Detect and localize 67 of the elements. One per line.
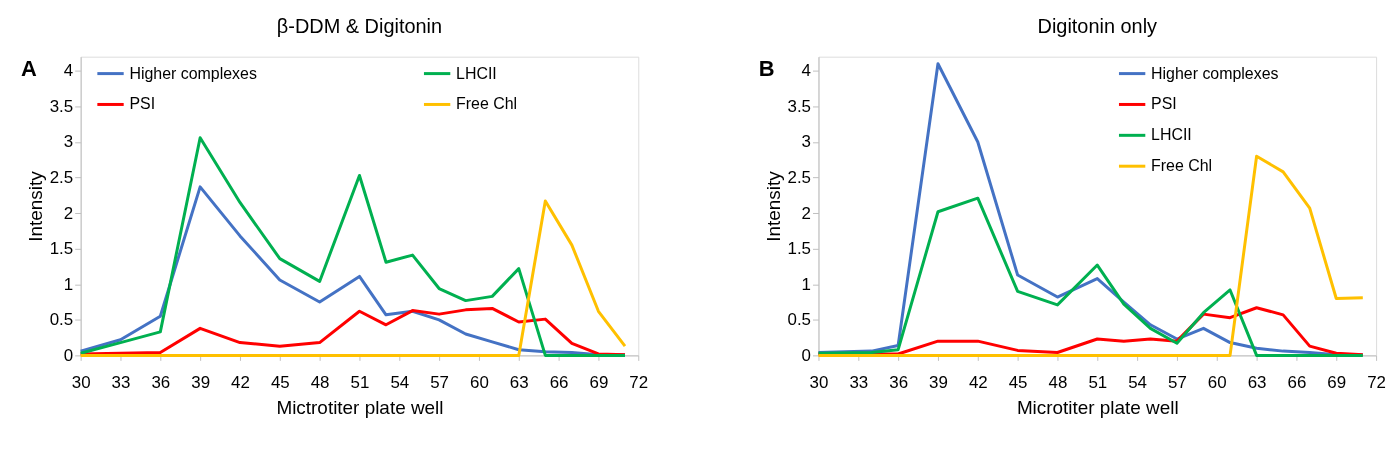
chart-title: β-DDM & Digitonin: [276, 14, 443, 37]
x-tick-label: 60: [470, 372, 489, 392]
x-tick-label: 30: [71, 372, 91, 392]
x-tick-label: 69: [1327, 372, 1347, 392]
y-tick-label: 2.5: [787, 168, 812, 188]
y-tick-label: 0: [63, 345, 74, 365]
text: A: [20, 55, 37, 81]
x-tick-label: 66: [1287, 372, 1307, 392]
line-series: [816, 154, 1365, 357]
x-tick-label: 57: [1168, 372, 1187, 392]
line-series: [79, 136, 627, 357]
x-tick-label: 51: [1088, 372, 1108, 392]
x-tick-label: 63: [1247, 372, 1267, 392]
x-tick-label: 33: [111, 372, 131, 392]
y-tick-label: 1.5: [787, 239, 812, 259]
x-tick-label: 60: [1207, 372, 1227, 392]
x-tick-label: 33: [849, 372, 869, 392]
x-tick-label: 54: [390, 372, 410, 392]
y-tick-label: 1: [801, 274, 812, 294]
x-tick-label: 36: [889, 372, 909, 392]
legend-label: PSI: [129, 95, 156, 113]
y-tick-label: 0.5: [49, 310, 74, 330]
x-tick-label: 54: [1128, 372, 1148, 392]
y-tick-label: 1: [63, 274, 74, 294]
x-tick-label: 39: [929, 372, 948, 392]
x-tick-label: 72: [629, 372, 649, 392]
y-tick-label: 1.5: [49, 239, 74, 259]
y-axis-title: Intensity: [762, 170, 784, 242]
x-tick-label: 39: [191, 372, 211, 392]
legend-label: Free Chl: [456, 95, 518, 113]
y-tick-label: 4: [801, 61, 812, 81]
x-axis-title: Mictrotiter plate well: [276, 396, 444, 418]
x-tick-label: 72: [1367, 372, 1386, 392]
x-tick-label: 30: [809, 372, 829, 392]
y-tick-label: 3.5: [787, 96, 812, 116]
chart-title: Digitonin only: [1037, 14, 1158, 37]
y-tick-label: 3: [801, 132, 812, 152]
legend-label: Free Chl: [1151, 157, 1213, 175]
y-tick-label: 2.5: [49, 168, 74, 188]
x-tick-label: 48: [310, 372, 330, 392]
x-tick-label: 45: [270, 372, 290, 392]
legend-label: Higher complexes: [129, 64, 257, 82]
text: B: [758, 55, 775, 81]
y-tick-label: 3.5: [49, 96, 74, 116]
legend-label: PSI: [1151, 95, 1177, 113]
y-tick-label: 2: [63, 203, 74, 223]
y-axis-title: Intensity: [24, 170, 46, 242]
legend-label: LHCII: [456, 64, 497, 82]
x-tick-label: 57: [430, 372, 450, 392]
x-tick-label: 63: [509, 372, 529, 392]
legend-label: Higher complexes: [1151, 64, 1279, 82]
y-tick-label: 0: [801, 345, 812, 365]
y-tick-label: 2: [801, 203, 812, 223]
x-tick-label: 69: [589, 372, 609, 392]
x-tick-label: 36: [151, 372, 171, 392]
line-series: [816, 196, 1365, 357]
y-tick-label: 4: [63, 61, 74, 81]
x-tick-label: 48: [1048, 372, 1068, 392]
x-tick-label: 42: [231, 372, 250, 392]
x-tick-label: 51: [350, 372, 370, 392]
x-tick-label: 42: [968, 372, 988, 392]
x-tick-label: 66: [549, 372, 569, 392]
y-tick-label: 0.5: [787, 310, 812, 330]
x-axis-title: Microtiter plate well: [1016, 396, 1179, 418]
legend-label: LHCII: [1151, 126, 1192, 144]
x-tick-label: 45: [1008, 372, 1028, 392]
y-tick-label: 3: [63, 132, 74, 152]
